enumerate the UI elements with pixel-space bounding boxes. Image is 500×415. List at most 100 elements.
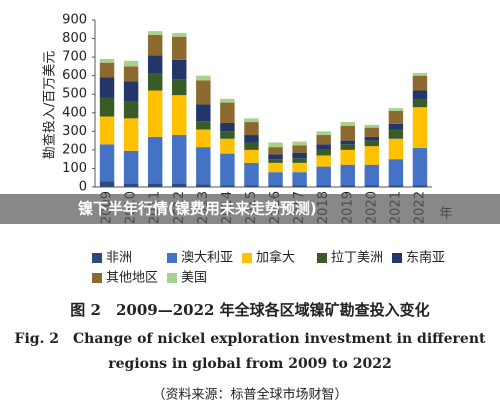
legend-swatch (167, 253, 177, 263)
bar-segment (316, 135, 331, 145)
bar-segment (172, 36, 187, 60)
bar-segment (123, 150, 139, 184)
bar-segment (123, 66, 139, 82)
bar-segment (244, 118, 259, 123)
bar-segment (244, 135, 259, 143)
bar-segment (123, 101, 139, 119)
y-tick-label: 600 (62, 68, 87, 83)
bar-segment (412, 99, 428, 108)
bar-segment (244, 122, 259, 136)
y-tick-label: 400 (62, 105, 87, 120)
legend-swatch (317, 253, 327, 263)
bar-segment (364, 146, 380, 165)
bar-segment (292, 172, 307, 186)
bar-segment (292, 162, 307, 173)
y-tick-label: 0 (79, 180, 87, 195)
bar-segment (268, 185, 283, 187)
bar-segment (99, 62, 115, 78)
bar-segment (220, 122, 235, 132)
bar-segment (412, 185, 428, 187)
caption: Fig. 2 Change of nickel exploration inve… (15, 331, 487, 347)
bar-segment (292, 158, 307, 163)
bar-segment (172, 95, 187, 136)
bar-segment (340, 140, 355, 145)
bar-segment (147, 34, 163, 56)
bar-segment (388, 138, 404, 160)
bar-segment (268, 142, 283, 148)
bar-segment (220, 131, 235, 139)
bar-segment (316, 144, 331, 150)
bar-segment (99, 144, 115, 182)
bar-segment (147, 73, 163, 91)
bar-segment (388, 185, 404, 187)
bar-segment (316, 155, 331, 167)
legend-label: 东南亚 (406, 250, 445, 266)
bar-segment (220, 185, 235, 187)
bar-segment (172, 79, 187, 96)
bar-segment (340, 164, 355, 186)
bar-segment (244, 185, 259, 187)
legend-swatch (92, 273, 102, 283)
y-tick-label: 100 (62, 161, 87, 176)
bar-segment (244, 142, 259, 150)
bar-segment (196, 104, 211, 122)
bar-segment (147, 136, 163, 184)
bar-segment (147, 183, 163, 187)
bar-segment (172, 183, 187, 187)
bar-segment (220, 138, 235, 154)
bar-segment (99, 77, 115, 98)
bar-segment (220, 98, 235, 103)
bar-segment (220, 153, 235, 186)
bar-segment (364, 140, 380, 147)
bar-segment (196, 80, 211, 105)
bar-segment (316, 185, 331, 187)
bar-segment (123, 118, 139, 151)
y-tick-label: 300 (62, 124, 87, 139)
caption: （资料来源：标普全球市场财智） (152, 387, 347, 403)
bar-segment (388, 159, 404, 186)
legend-label: 美国 (181, 271, 207, 286)
bar-segment (316, 166, 331, 186)
bar-segment (123, 81, 139, 102)
bar-segment (292, 152, 307, 159)
bar-segment (412, 72, 428, 76)
legend-swatch (167, 273, 177, 283)
bar-segment (196, 121, 211, 130)
y-tick-label: 700 (62, 50, 87, 65)
legend-label: 其他地区 (106, 271, 158, 286)
bar-segment (292, 141, 307, 146)
bar-segment (172, 135, 187, 184)
y-axis-label: 勘查投入/百万美元 (42, 51, 58, 159)
legend-label: 加拿大 (256, 250, 295, 266)
banner-text: 镍下半年行情(镍费用未来走势预测) (78, 200, 317, 218)
bar-segment (196, 147, 211, 185)
bar-segment (412, 75, 428, 91)
bar-segment (388, 110, 404, 124)
legend-swatch (392, 253, 402, 263)
bar-segment (340, 125, 355, 141)
y-tick-label: 900 (62, 13, 87, 28)
bar-segment (412, 107, 428, 149)
y-tick-label: 500 (62, 87, 87, 102)
bar-segment (268, 154, 283, 160)
bar-segment (268, 162, 283, 173)
y-tick-label: 200 (62, 142, 87, 157)
bar-segment (364, 164, 380, 186)
bar-segment (340, 185, 355, 187)
bar-segment (364, 185, 380, 187)
legend-label: 拉丁美洲 (331, 251, 383, 266)
bar-segment (99, 58, 115, 63)
bar-segment (340, 149, 355, 165)
bar-segment (196, 129, 211, 148)
bar-segment (123, 60, 139, 67)
bar-segment (147, 90, 163, 137)
legend-swatch (92, 253, 102, 263)
legend-label: 非洲 (106, 251, 132, 266)
bar-segment (340, 144, 355, 150)
bar-segment (388, 129, 404, 139)
bar-segment (364, 124, 380, 128)
caption: 图 2 2009—2022 年全球各区域镍矿勘查投入变化 (70, 301, 429, 319)
bar-segment (316, 149, 331, 156)
bar-segment (268, 147, 283, 155)
